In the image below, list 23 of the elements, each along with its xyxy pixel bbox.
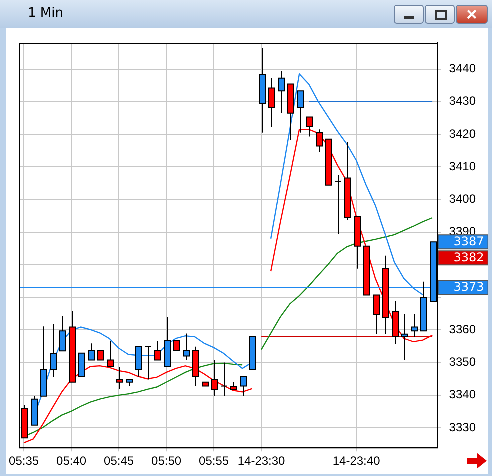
y-tick-label: 3440 [449, 62, 476, 76]
ref-line-label: 3373 [454, 280, 484, 294]
x-tick-label: 14-23:40 [332, 454, 381, 468]
y-tick-label: 3350 [449, 355, 476, 370]
candlestick [145, 346, 152, 380]
y-tick-label: 3360 [449, 322, 476, 337]
y-tick-label: 3330 [449, 420, 476, 434]
y-tick-label: 3400 [449, 192, 476, 206]
x-tick-label: 05:55 [199, 454, 230, 468]
text: 3387 [454, 234, 484, 248]
x-tick-label: 05:35 [9, 454, 40, 468]
x-tick-label: 05:45 [104, 454, 134, 468]
y-tick-label: 3420 [449, 126, 476, 141]
y-tick-label: 3410 [449, 159, 476, 174]
chart-title: 1 Min [28, 6, 64, 21]
x-tick-label: 05:50 [152, 454, 182, 468]
candlestick [221, 362, 228, 397]
x-tick-label: 05:40 [56, 454, 87, 468]
y-tick-label: 3340 [449, 388, 476, 402]
candlestick [335, 174, 342, 234]
text: 3382 [454, 250, 484, 264]
x-tick-label: 14-23:30 [238, 454, 286, 468]
y-tick-label: 3430 [449, 94, 476, 108]
